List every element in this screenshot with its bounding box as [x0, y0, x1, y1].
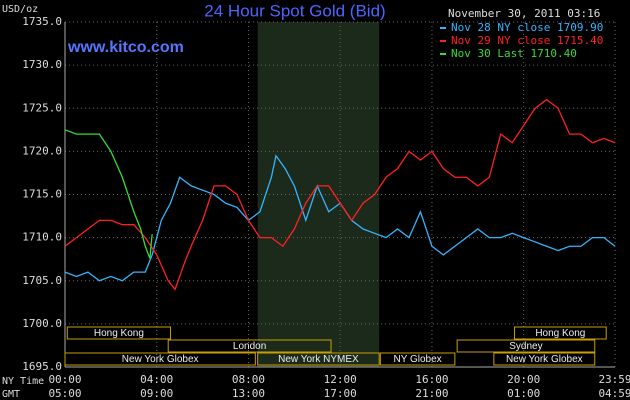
session-label: New York Globex — [506, 354, 583, 365]
series-line — [64, 98, 616, 291]
y-tick-label: 1715.0 — [22, 188, 62, 201]
y-tick-label: 1735.0 — [22, 15, 62, 28]
x2-tick-label: 05:00 — [48, 387, 81, 400]
x2-tick-label: 01:00 — [507, 387, 540, 400]
session-label: Sydney — [509, 341, 542, 352]
x2-tick-label: 04:59 — [598, 387, 630, 400]
x2-tick-label: 17:00 — [324, 387, 357, 400]
session-box — [379, 352, 456, 366]
legend-label: Nov 30 Last 1710.40 — [451, 47, 577, 60]
x2-tick-label: 13:00 — [232, 387, 265, 400]
x2-tick-label: 21:00 — [415, 387, 448, 400]
session-box — [167, 339, 332, 353]
legend-label: Nov 28 NY close 1709.90 — [451, 21, 603, 34]
series-line — [64, 154, 616, 282]
x-tick-label: 08:00 — [232, 373, 265, 386]
x-tick-label: 16:00 — [415, 373, 448, 386]
session-box — [493, 352, 596, 366]
session-box — [257, 352, 380, 366]
series-line — [64, 129, 153, 259]
timestamp: November 30, 2011 03:16 — [448, 7, 600, 20]
x-row-label: NY Time — [2, 376, 44, 387]
y-tick-label: 1730.0 — [22, 58, 62, 71]
y-tick-label: 1705.0 — [22, 274, 62, 287]
session-label: Hong Kong — [94, 328, 144, 339]
legend-label: Nov 29 NY close 1715.40 — [451, 34, 603, 47]
session-box — [64, 352, 256, 366]
x-row-label: GMT — [2, 389, 20, 400]
session-box — [66, 326, 171, 340]
y-tick-label: 1720.0 — [22, 144, 62, 157]
x-tick-label: 23:59 — [598, 373, 630, 386]
x-tick-label: 20:00 — [507, 373, 540, 386]
session-label: NY Globex — [393, 354, 441, 365]
session-label: Hong Kong — [535, 328, 585, 339]
x-tick-label: 04:00 — [140, 373, 173, 386]
x-tick-label: 12:00 — [324, 373, 357, 386]
y-tick-label: 1695.0 — [22, 360, 62, 373]
session-box — [513, 326, 607, 340]
session-label: New York Globex — [122, 354, 199, 365]
session-label: London — [233, 341, 266, 352]
chart-title: 24 Hour Spot Gold (Bid) — [204, 1, 385, 20]
x-tick-label: 00:00 — [48, 373, 81, 386]
site-label: www.kitco.com — [67, 39, 184, 56]
session-label: New York NYMEX — [278, 354, 359, 365]
nymex-shade — [257, 22, 380, 367]
x2-tick-label: 09:00 — [140, 387, 173, 400]
y-tick-label: 1725.0 — [22, 101, 62, 114]
y-tick-label: 1700.0 — [22, 317, 62, 330]
y-unit: USD/oz — [2, 4, 38, 15]
session-box — [456, 339, 596, 353]
y-tick-label: 1710.0 — [22, 231, 62, 244]
